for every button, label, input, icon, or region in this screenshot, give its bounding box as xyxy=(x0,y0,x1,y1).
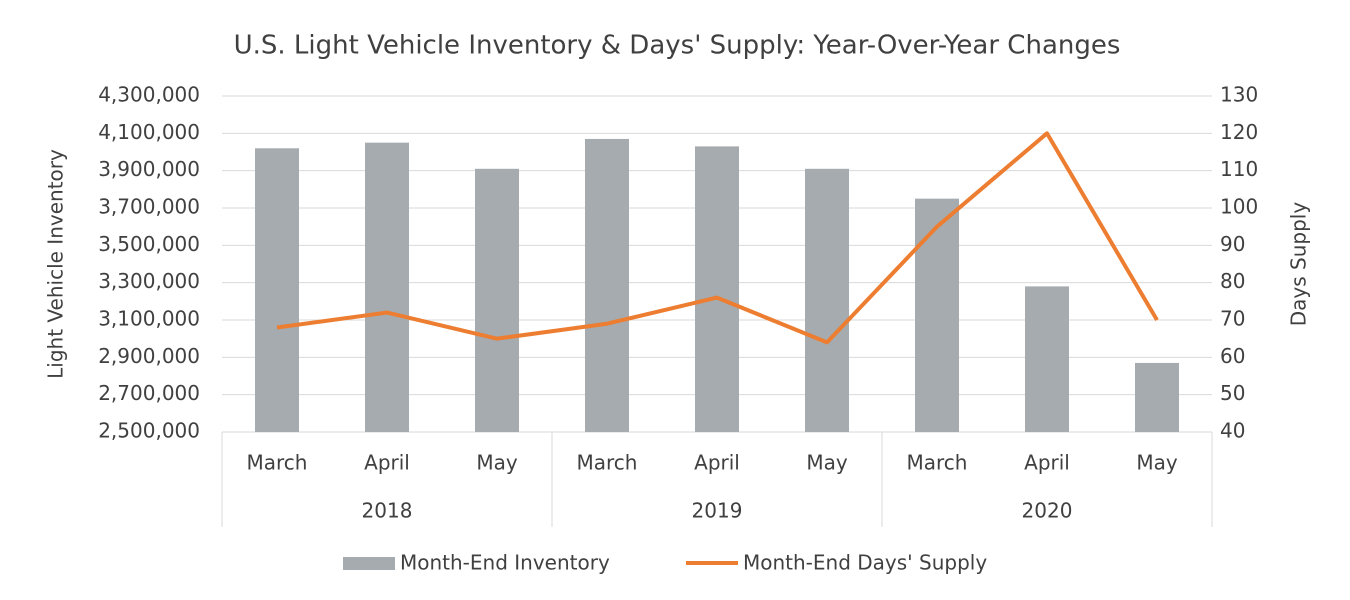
y-tick-label: 3,300,000 xyxy=(98,269,200,293)
x-tick-label: March xyxy=(907,451,968,475)
legend-label: Month-End Days' Supply xyxy=(743,551,987,575)
line xyxy=(276,131,1159,345)
x-tick-label: May xyxy=(806,451,848,475)
bar xyxy=(695,146,739,432)
y2-tick-label: 80 xyxy=(1220,269,1245,293)
y2-tick-label: 120 xyxy=(1220,120,1258,144)
x-tick-label: April xyxy=(1024,451,1070,475)
y-tick-label: 2,900,000 xyxy=(98,344,200,368)
y-tick-label: 3,700,000 xyxy=(98,195,200,219)
bar xyxy=(585,138,629,432)
y-tick-label: 2,700,000 xyxy=(98,381,200,405)
bar xyxy=(255,148,299,432)
y2-tick-label: 90 xyxy=(1220,232,1245,256)
y2-tick-label: 40 xyxy=(1220,419,1245,443)
y2-tick-label: 100 xyxy=(1220,195,1258,219)
legend-label: Month-End Inventory xyxy=(400,551,610,575)
y-axis-title: Light Vehicle Inventory xyxy=(44,149,68,379)
y-tick-label: 3,100,000 xyxy=(98,307,200,331)
x-tick-label: May xyxy=(1136,451,1178,475)
group-label: 2020 xyxy=(1022,499,1073,523)
x-tick-label: March xyxy=(247,451,308,475)
y-tick-label: 2,500,000 xyxy=(98,419,200,443)
y2-tick-label: 50 xyxy=(1220,381,1245,405)
bar xyxy=(475,168,519,433)
chart-title: U.S. Light Vehicle Inventory & Days' Sup… xyxy=(234,31,1121,61)
y-tick-label: 3,900,000 xyxy=(98,157,200,181)
y2-tick-label: 110 xyxy=(1220,157,1258,181)
y-tick-label: 3,500,000 xyxy=(98,232,200,256)
y2-tick-label: 130 xyxy=(1220,83,1258,107)
x-tick-label: March xyxy=(577,451,638,475)
y2-axis-title: Days Supply xyxy=(1287,202,1311,327)
y2-tick-label: 60 xyxy=(1220,344,1245,368)
bar xyxy=(1135,362,1179,432)
y2-tick-label: 70 xyxy=(1220,307,1245,331)
x-tick-label: April xyxy=(364,451,410,475)
x-tick-label: May xyxy=(476,451,518,475)
legend-swatch xyxy=(343,557,395,570)
y-tick-label: 4,100,000 xyxy=(98,120,200,144)
bar xyxy=(1025,286,1069,432)
bar xyxy=(805,168,849,433)
group-label: 2018 xyxy=(362,499,413,523)
group-label: 2019 xyxy=(692,499,743,523)
y-tick-label: 4,300,000 xyxy=(98,83,200,107)
bar xyxy=(915,198,959,432)
x-tick-label: April xyxy=(694,451,740,475)
bar xyxy=(365,142,409,432)
